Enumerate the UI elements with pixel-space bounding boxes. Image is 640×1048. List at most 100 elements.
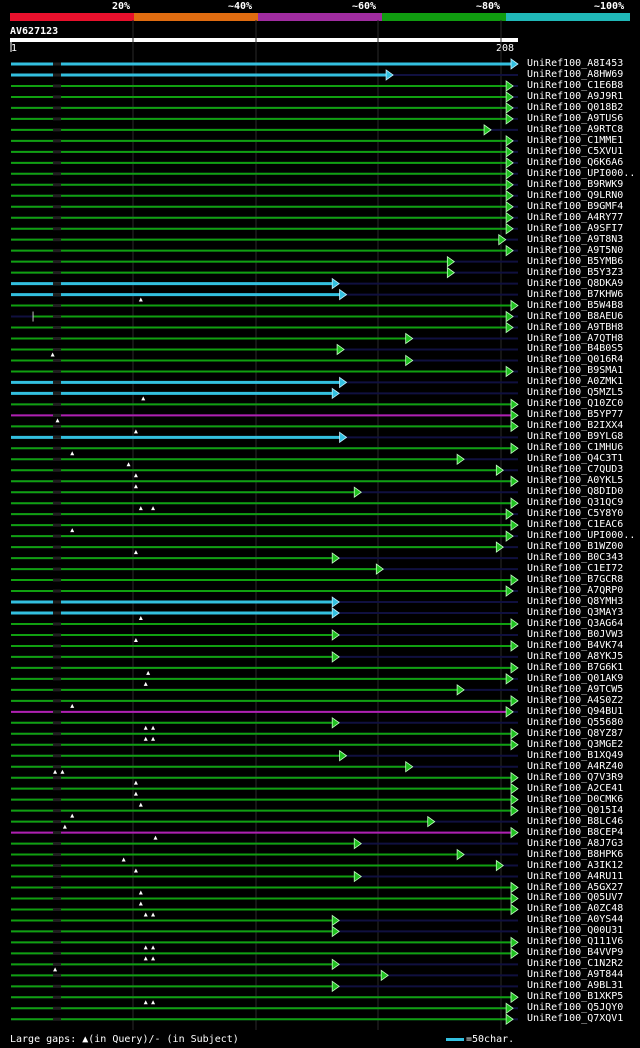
hit-row[interactable] xyxy=(11,102,518,114)
hit-row[interactable] xyxy=(11,835,518,850)
hit-row[interactable] xyxy=(11,615,519,630)
hit-name-link[interactable]: UniRef100_Q5JQY0 xyxy=(527,1002,624,1014)
hit-row[interactable] xyxy=(11,681,518,696)
hit-name-link[interactable]: UniRef100_Q9LRN0 xyxy=(527,189,624,201)
hit-name-link[interactable]: UniRef100_A9T8N3 xyxy=(527,233,624,245)
hit-row[interactable] xyxy=(11,332,518,345)
hit-name-link[interactable]: UniRef100_Q3MGE2 xyxy=(527,738,624,750)
hit-name-link[interactable]: UniRef100_Q8YMH3 xyxy=(527,596,624,608)
hit-name-link[interactable]: UniRef100_A0ZMK1 xyxy=(527,376,624,388)
hit-row[interactable] xyxy=(11,629,518,641)
hit-row[interactable] xyxy=(11,541,518,553)
hit-name-link[interactable]: UniRef100_A9TUS6 xyxy=(527,112,624,124)
hit-name-link[interactable]: UniRef100_B7G6K1 xyxy=(527,661,624,673)
hit-row[interactable] xyxy=(11,868,518,883)
hit-row[interactable] xyxy=(11,550,518,564)
hit-row[interactable] xyxy=(11,607,518,619)
hit-row[interactable] xyxy=(11,945,519,960)
hit-name-link[interactable]: UniRef100_B2IXX4 xyxy=(527,420,624,432)
hit-row[interactable] xyxy=(11,146,518,158)
hit-row[interactable] xyxy=(11,80,518,92)
hit-row[interactable] xyxy=(11,760,518,773)
hit-name-link[interactable]: UniRef100_A4S0Z2 xyxy=(527,694,624,706)
hit-name-link[interactable]: UniRef100_B1XKP5 xyxy=(527,991,624,1003)
hit-row[interactable] xyxy=(11,736,519,751)
hit-row[interactable] xyxy=(11,703,518,718)
hit-name-link[interactable]: UniRef100_B8CEP4 xyxy=(527,826,624,838)
hit-name-link[interactable]: UniRef100_Q01AK9 xyxy=(527,672,624,684)
hit-name-link[interactable]: UniRef100_B0C343 xyxy=(527,552,624,564)
hit-row[interactable] xyxy=(11,462,518,477)
hit-name-link[interactable]: UniRef100_B7KHW6 xyxy=(527,288,624,300)
hit-row[interactable] xyxy=(11,824,519,839)
hit-row[interactable] xyxy=(11,352,518,367)
hit-row[interactable] xyxy=(11,233,518,246)
hit-name-link[interactable]: UniRef100_B9YLG8 xyxy=(527,431,624,443)
hit-name-link[interactable]: UniRef100_Q111V6 xyxy=(527,936,624,948)
hit-name-link[interactable]: UniRef100_A4RZ40 xyxy=(527,760,624,772)
hit-row[interactable] xyxy=(11,376,518,389)
hit-name-link[interactable]: UniRef100_A4RY77 xyxy=(527,211,624,223)
hit-row[interactable] xyxy=(11,418,519,433)
hit-row[interactable] xyxy=(11,211,518,224)
hit-name-link[interactable]: UniRef100_Q55680 xyxy=(527,716,624,728)
hit-name-link[interactable]: UniRef100_UPI000.. xyxy=(527,167,636,179)
hit-row[interactable] xyxy=(11,473,519,488)
hit-row[interactable] xyxy=(11,387,518,400)
hit-name-link[interactable]: UniRef100_A9T844 xyxy=(527,969,624,981)
hit-row[interactable] xyxy=(11,244,518,257)
hit-row[interactable] xyxy=(11,717,518,729)
hit-row[interactable] xyxy=(11,901,519,916)
hit-row[interactable] xyxy=(11,890,519,905)
hit-row[interactable] xyxy=(11,288,518,301)
hit-name-link[interactable]: UniRef100_B4VK74 xyxy=(527,639,624,651)
hit-row[interactable] xyxy=(11,881,519,894)
hit-name-link[interactable]: UniRef100_Q3AG64 xyxy=(527,617,624,629)
hit-name-link[interactable]: UniRef100_A4RU11 xyxy=(527,870,624,882)
hit-name-link[interactable]: UniRef100_C1EAC6 xyxy=(527,519,624,531)
hit-row[interactable] xyxy=(11,813,518,828)
hit-name-link[interactable]: UniRef100_A8HW69 xyxy=(527,68,624,80)
hit-row[interactable] xyxy=(11,596,518,608)
hit-name-link[interactable]: UniRef100_Q3MAY3 xyxy=(527,607,624,618)
hit-row[interactable] xyxy=(11,179,518,191)
hit-name-link[interactable]: UniRef100_C7QUD3 xyxy=(527,464,624,476)
hit-row[interactable] xyxy=(11,857,518,872)
hit-row[interactable] xyxy=(11,967,518,982)
hit-row[interactable] xyxy=(11,519,519,531)
hit-name-link[interactable]: UniRef100_A9TCW5 xyxy=(527,683,624,695)
hit-row[interactable] xyxy=(11,991,519,1004)
hit-name-link[interactable]: UniRef100_C1E6B8 xyxy=(527,79,624,91)
hit-row[interactable] xyxy=(11,695,519,707)
hit-row[interactable] xyxy=(11,451,518,466)
hit-name-link[interactable]: UniRef100_Q94BU1 xyxy=(527,705,624,717)
hit-row[interactable] xyxy=(11,980,518,993)
hit-name-link[interactable]: UniRef100_Q5MZL5 xyxy=(527,387,624,399)
hit-name-link[interactable]: UniRef100_Q016R4 xyxy=(527,354,624,366)
hit-row[interactable] xyxy=(11,365,518,378)
hit-name-link[interactable]: UniRef100_A7QTH8 xyxy=(527,332,624,344)
hit-name-link[interactable]: UniRef100_A9RTC8 xyxy=(527,123,624,135)
hit-name-link[interactable]: UniRef100_A9T5N0 xyxy=(527,244,624,256)
hit-row[interactable] xyxy=(11,124,518,136)
hit-row[interactable] xyxy=(11,255,518,268)
hit-name-link[interactable]: UniRef100_Q6K6A6 xyxy=(527,156,624,168)
hit-row[interactable] xyxy=(11,135,518,147)
hit-name-link[interactable]: UniRef100_A8J7G3 xyxy=(527,837,624,849)
hit-row[interactable] xyxy=(11,563,518,575)
hit-row[interactable] xyxy=(11,769,519,784)
hit-row[interactable] xyxy=(11,484,518,498)
hit-row[interactable] xyxy=(11,429,518,444)
hit-name-link[interactable]: UniRef100_A8I453 xyxy=(527,58,624,69)
hit-row[interactable] xyxy=(11,321,518,334)
hit-row[interactable] xyxy=(11,925,518,938)
hit-row[interactable] xyxy=(11,297,519,312)
hit-name-link[interactable]: UniRef100_C1EI72 xyxy=(527,563,624,575)
hit-name-link[interactable]: UniRef100_B0JVW3 xyxy=(527,628,624,640)
hit-name-link[interactable]: UniRef100_B8AEU6 xyxy=(527,310,624,322)
hit-name-link[interactable]: UniRef100_B8HPK6 xyxy=(527,848,624,860)
hit-name-link[interactable]: UniRef100_B9GMF4 xyxy=(527,200,624,212)
hit-row[interactable] xyxy=(11,956,518,971)
hit-name-link[interactable]: UniRef100_C5XVU1 xyxy=(527,145,624,157)
hit-name-link[interactable]: UniRef100_B7GCR8 xyxy=(527,574,624,586)
